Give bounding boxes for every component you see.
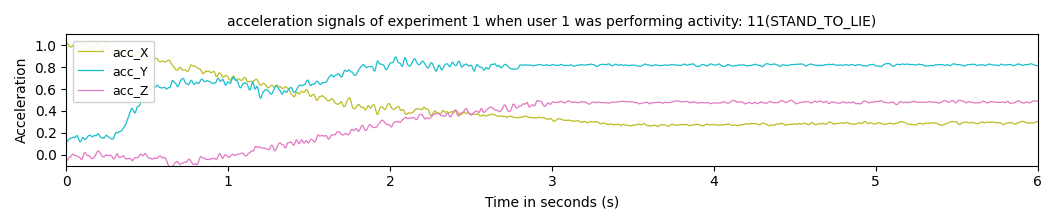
acc_Y [591, 65, 604, 68]
Line: acc_X: acc_X [67, 42, 1038, 127]
acc_Z [571, 101, 583, 104]
acc_Y [1032, 65, 1044, 67]
acc_Z [224, 155, 237, 157]
acc_Z [165, 167, 178, 170]
acc_X [571, 119, 583, 122]
acc_Y [482, 68, 495, 71]
acc_X [1032, 120, 1044, 123]
acc_Y [390, 56, 403, 58]
Title: acceleration signals of experiment 1 when user 1 was performing activity: 11(STA: acceleration signals of experiment 1 whe… [227, 15, 876, 29]
acc_Z [952, 99, 965, 101]
acc_Z [1032, 100, 1044, 102]
acc_Z [60, 159, 73, 162]
acc_Y [387, 60, 400, 63]
acc_Y [60, 141, 73, 144]
acc_X [651, 125, 664, 128]
Legend: acc_X, acc_Y, acc_Z: acc_X, acc_Y, acc_Z [73, 41, 154, 102]
acc_X [481, 114, 494, 117]
X-axis label: Time in seconds (s): Time in seconds (s) [485, 195, 619, 209]
acc_Y [224, 82, 237, 85]
acc_X [189, 65, 202, 68]
acc_Y [189, 83, 202, 85]
acc_Y [571, 64, 583, 67]
acc_X [60, 40, 73, 43]
Line: acc_Z: acc_Z [67, 100, 1038, 168]
acc_Z [591, 101, 604, 103]
Y-axis label: Acceleration: Acceleration [15, 57, 29, 143]
Line: acc_Y: acc_Y [67, 57, 1038, 142]
acc_X [591, 121, 604, 123]
acc_X [224, 79, 237, 82]
acc_X [387, 108, 400, 111]
acc_Z [482, 107, 495, 110]
acc_Z [189, 163, 202, 165]
acc_Z [388, 121, 401, 123]
